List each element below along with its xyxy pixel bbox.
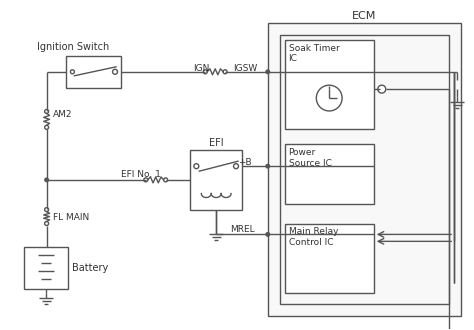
Circle shape [45,125,49,129]
Bar [268,23,461,316]
Text: Battery: Battery [73,263,109,273]
Bar [191,150,242,210]
Text: FL MAIN: FL MAIN [53,213,89,222]
Text: IGSW: IGSW [233,64,257,73]
Circle shape [164,178,168,182]
Text: ECM: ECM [352,11,377,21]
Circle shape [144,178,148,182]
Bar [24,247,68,289]
Text: MREL: MREL [230,225,255,235]
Bar [66,56,121,88]
Circle shape [203,70,207,74]
Circle shape [265,69,270,74]
Circle shape [112,69,118,74]
Circle shape [45,208,49,212]
Bar [284,223,374,293]
Circle shape [378,85,386,93]
Circle shape [265,232,270,237]
Circle shape [71,70,74,74]
Circle shape [223,70,227,74]
Circle shape [316,85,342,111]
Circle shape [234,164,238,169]
Circle shape [194,164,199,169]
Bar [284,40,374,129]
Bar [280,35,449,304]
Text: EFI No. 1: EFI No. 1 [121,170,161,179]
Text: Ignition Switch: Ignition Switch [36,42,109,52]
Text: EFI: EFI [209,138,223,148]
Circle shape [45,221,49,225]
Text: Power
Source IC: Power Source IC [289,148,331,168]
Text: Soak Timer
IC: Soak Timer IC [289,44,339,63]
Text: +B: +B [238,158,252,167]
Circle shape [45,110,49,114]
Text: Main Relay
Control IC: Main Relay Control IC [289,227,338,247]
Text: AM2: AM2 [53,110,72,119]
Circle shape [44,178,49,182]
Bar [284,144,374,204]
Text: IGN: IGN [193,64,210,73]
Circle shape [265,164,270,169]
